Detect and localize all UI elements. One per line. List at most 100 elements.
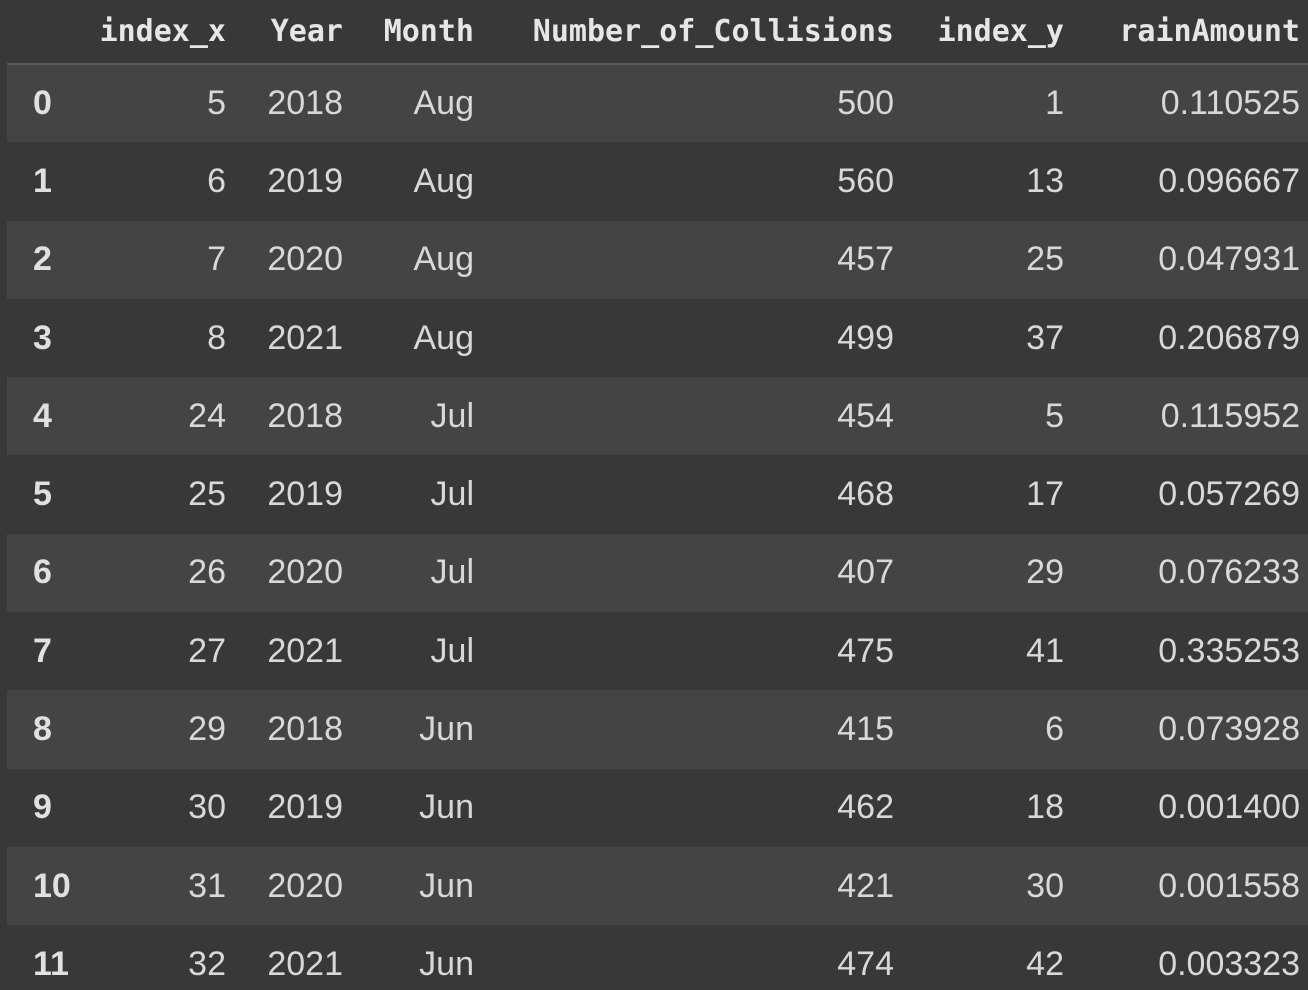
- cell-rain-amount: 0.057269: [1158, 475, 1300, 514]
- row-index: 4: [33, 396, 52, 435]
- cell-number-of-collisions: 421: [837, 866, 894, 905]
- cell-rain-amount: 0.115952: [1160, 396, 1300, 435]
- row-index: 1: [33, 161, 52, 200]
- cell-year: 2020: [267, 553, 343, 592]
- cell-number-of-collisions: 500: [837, 84, 894, 123]
- column-header-year: Year: [234, 0, 351, 65]
- cell-year: 2021: [267, 318, 343, 357]
- cell-index-x: 5: [207, 84, 226, 123]
- table-row: 4 24 2018 Jul 454 5 0.115952: [7, 377, 1308, 456]
- cell-year: 2018: [267, 84, 343, 123]
- cell-rain-amount: 0.096667: [1158, 161, 1300, 200]
- cell-month: Jul: [430, 631, 474, 670]
- cell-month: Jul: [430, 553, 474, 592]
- cell-year: 2018: [267, 396, 343, 435]
- cell-year: 2021: [267, 631, 343, 670]
- table-row: 1 6 2019 Aug 560 13 0.096667: [7, 142, 1308, 221]
- cell-index-x: 29: [188, 710, 226, 749]
- row-index: 10: [33, 866, 71, 905]
- cell-number-of-collisions: 457: [837, 240, 894, 279]
- cell-month: Jun: [419, 866, 474, 905]
- table-header: index_x Year Month Number_of_Collisions …: [7, 0, 1308, 65]
- cell-number-of-collisions: 462: [837, 788, 894, 827]
- cell-index-x: 30: [188, 788, 226, 827]
- cell-month: Jun: [419, 788, 474, 827]
- table-row: 7 27 2021 Jul 475 41 0.335253: [7, 612, 1308, 691]
- row-index: 8: [33, 710, 52, 749]
- cell-index-y: 1: [1045, 84, 1064, 123]
- table-row: 2 7 2020 Aug 457 25 0.047931: [7, 220, 1308, 299]
- cell-index-y: 5: [1045, 396, 1064, 435]
- cell-index-x: 8: [207, 318, 226, 357]
- cell-rain-amount: 0.335253: [1158, 631, 1300, 670]
- cell-index-y: 41: [1026, 631, 1064, 670]
- cell-year: 2019: [267, 788, 343, 827]
- cell-number-of-collisions: 475: [837, 631, 894, 670]
- cell-year: 2020: [267, 240, 343, 279]
- table-row: 3 8 2021 Aug 499 37 0.206879: [7, 298, 1308, 378]
- cell-month: Jun: [419, 710, 474, 749]
- cell-month: Jul: [430, 396, 474, 435]
- cell-index-y: 25: [1026, 240, 1064, 279]
- row-index: 0: [33, 84, 52, 123]
- cell-index-y: 17: [1026, 475, 1064, 514]
- cell-month: Aug: [413, 84, 475, 123]
- cell-index-y: 42: [1026, 944, 1064, 983]
- cell-rain-amount: 0.001558: [1158, 866, 1300, 905]
- cell-month: Jun: [419, 944, 474, 983]
- cell-month: Aug: [413, 240, 475, 279]
- cell-year: 2021: [267, 944, 343, 983]
- table-row: 11 32 2021 Jun 474 42 0.003323: [7, 925, 1308, 990]
- column-header-month: Month: [351, 0, 482, 65]
- cell-number-of-collisions: 468: [837, 475, 894, 514]
- table-row: 0 5 2018 Aug 500 1 0.110525: [7, 64, 1308, 143]
- table-row: 8 29 2018 Jun 415 6 0.073928: [7, 690, 1308, 769]
- row-index: 2: [33, 240, 52, 279]
- row-index: 5: [33, 475, 52, 514]
- cell-index-y: 18: [1026, 788, 1064, 827]
- cell-month: Aug: [413, 318, 475, 357]
- column-header-number-of-collisions: Number_of_Collisions: [482, 0, 902, 65]
- cell-rain-amount: 0.206879: [1158, 318, 1300, 357]
- dataframe-table: index_x Year Month Number_of_Collisions …: [7, 0, 1308, 990]
- cell-index-y: 13: [1026, 161, 1064, 200]
- table-row: 10 31 2020 Jun 421 30 0.001558: [7, 846, 1308, 926]
- cell-index-x: 26: [188, 553, 226, 592]
- table-row: 9 30 2019 Jun 462 18 0.001400: [7, 768, 1308, 847]
- column-header-index-x: index_x: [79, 0, 234, 65]
- cell-index-y: 30: [1026, 866, 1064, 905]
- cell-month: Aug: [413, 161, 475, 200]
- cell-rain-amount: 0.076233: [1158, 553, 1300, 592]
- cell-index-x: 31: [188, 866, 226, 905]
- row-index: 6: [33, 553, 52, 592]
- cell-year: 2020: [267, 866, 343, 905]
- cell-number-of-collisions: 560: [837, 161, 894, 200]
- cell-month: Jul: [430, 475, 474, 514]
- cell-index-x: 24: [188, 396, 226, 435]
- header-row: index_x Year Month Number_of_Collisions …: [7, 0, 1308, 65]
- cell-rain-amount: 0.110525: [1160, 84, 1300, 123]
- cell-number-of-collisions: 415: [837, 710, 894, 749]
- column-header-index-y: index_y: [902, 0, 1072, 65]
- table-row: 5 25 2019 Jul 468 17 0.057269: [7, 455, 1308, 534]
- cell-index-x: 25: [188, 475, 226, 514]
- row-index: 7: [33, 631, 52, 670]
- cell-year: 2019: [267, 161, 343, 200]
- cell-year: 2018: [267, 710, 343, 749]
- cell-index-y: 37: [1026, 318, 1064, 357]
- cell-index-x: 27: [188, 631, 226, 670]
- cell-year: 2019: [267, 475, 343, 514]
- cell-rain-amount: 0.001400: [1158, 788, 1300, 827]
- cell-number-of-collisions: 407: [837, 553, 894, 592]
- table-row: 6 26 2020 Jul 407 29 0.076233: [7, 533, 1308, 613]
- column-header-rain-amount: rainAmount: [1072, 0, 1308, 65]
- cell-number-of-collisions: 474: [837, 944, 894, 983]
- row-index: 11: [33, 944, 69, 983]
- cell-number-of-collisions: 454: [837, 396, 894, 435]
- cell-index-y: 29: [1026, 553, 1064, 592]
- cell-number-of-collisions: 499: [837, 318, 894, 357]
- cell-rain-amount: 0.003323: [1158, 944, 1300, 983]
- table-body: 0 5 2018 Aug 500 1 0.110525 1 6 2019 Aug 560 13 0.096…: [7, 64, 1308, 990]
- cell-index-y: 6: [1045, 710, 1064, 749]
